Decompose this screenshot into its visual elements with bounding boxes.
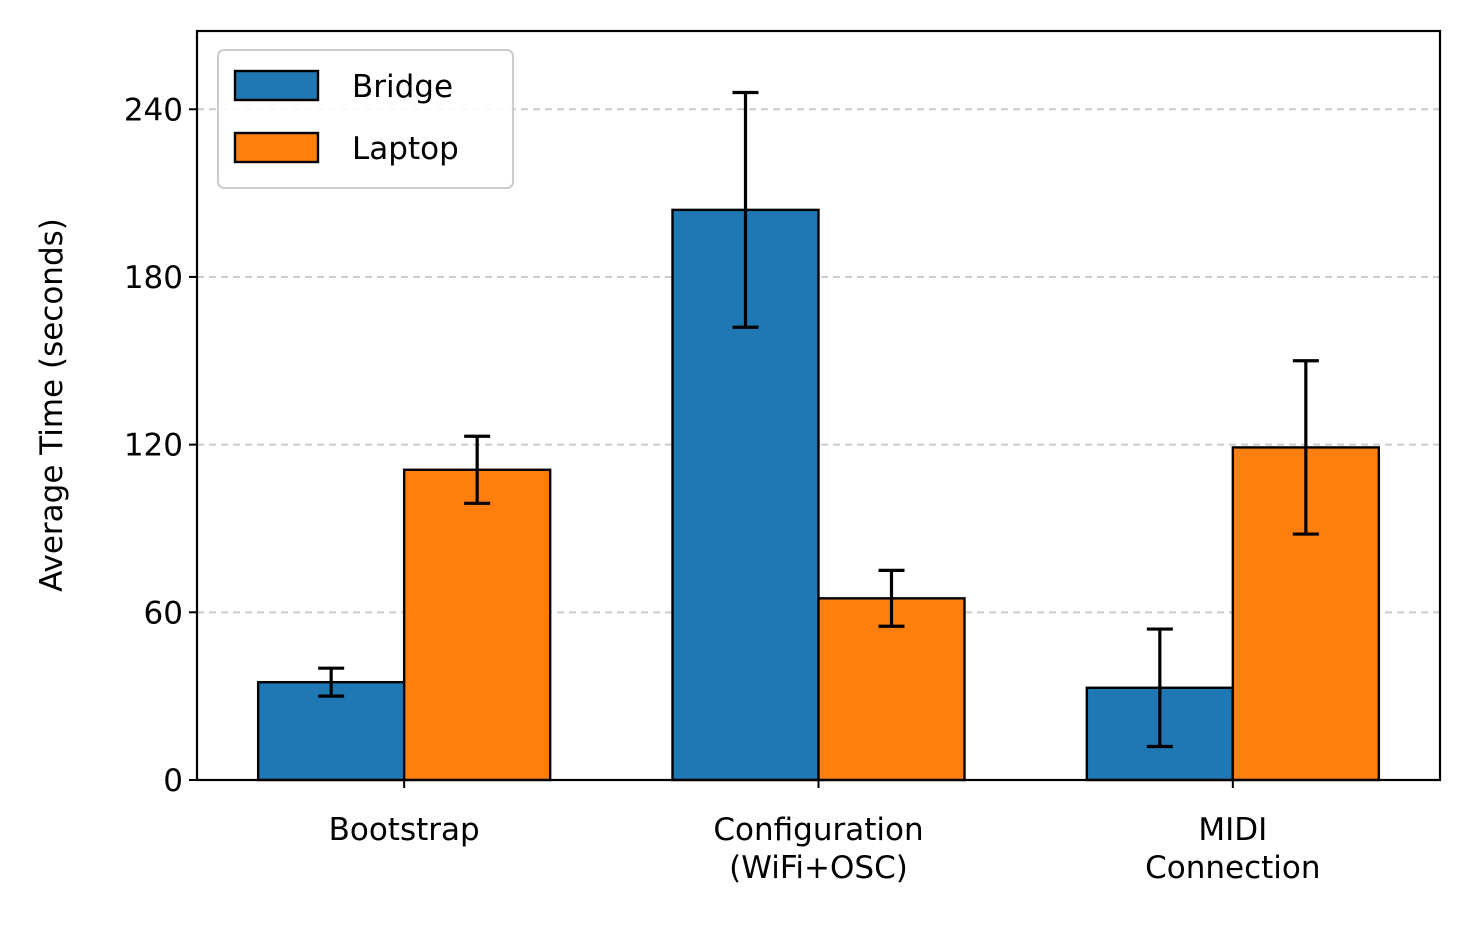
y-tick-label: 180 (124, 260, 183, 296)
error-bars (318, 90, 1319, 749)
legend-swatch-bridge (233, 69, 320, 102)
legend-label-laptop: Laptop (352, 131, 459, 167)
y-tick-label: 0 (163, 763, 183, 799)
x-tick-label: (WiFi+OSC) (729, 850, 908, 886)
x-tick-label: MIDI (1198, 812, 1267, 848)
legend: Bridge Laptop (217, 49, 514, 189)
bars (256, 208, 1381, 782)
x-tick-label: Configuration (713, 812, 923, 848)
x-tick-label: Bootstrap (329, 812, 480, 848)
x-axis: Bootstrap Configuration(WiFi+OSC) MIDIConn… (329, 780, 1321, 886)
bar-laptop (402, 468, 552, 782)
bar-laptop (817, 597, 966, 782)
y-tick-label: 60 (144, 595, 183, 631)
x-tick-label: Connection (1145, 850, 1320, 886)
legend-swatch-laptop (233, 131, 320, 164)
legend-label-bridge: Bridge (352, 69, 453, 105)
y-tick-label: 240 (124, 92, 183, 128)
y-tick-label: 120 (124, 428, 183, 464)
y-axis: 0 60 120 180 240 (124, 92, 197, 799)
y-axis-label: Average Time (seconds) (34, 218, 70, 592)
